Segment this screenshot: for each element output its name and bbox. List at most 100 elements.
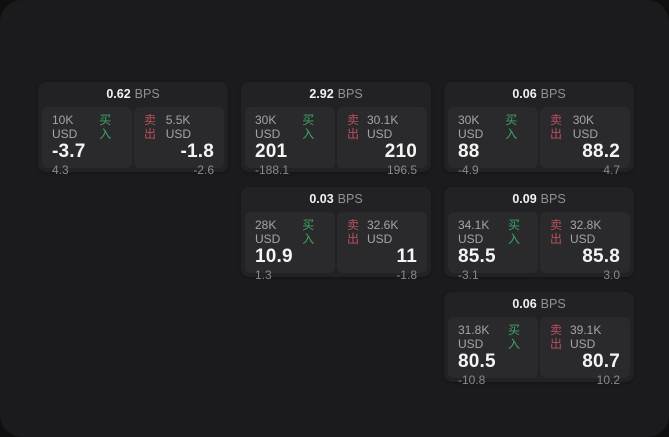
sell-delta-value: -1.8 xyxy=(396,268,417,282)
quote-card: 0.06 BPS 31.8K USD 买入 80.5 -10.8 卖出 39.1… xyxy=(444,292,634,387)
card-body: 10K USD 买入 -3.7 4.3 卖出 5.5K USD -1.8 -2.… xyxy=(38,107,228,177)
buy-side-label: 买入 xyxy=(99,113,112,141)
sell-price-value: 88.2 xyxy=(582,141,620,162)
sell-panel-header: 卖出 32.6K USD xyxy=(347,218,417,246)
buy-price-value: -3.7 xyxy=(52,141,86,162)
sell-price-value: 11 xyxy=(396,246,417,267)
sell-panel[interactable]: 卖出 5.5K USD -1.8 -2.6 xyxy=(134,107,224,177)
card-header: 0.06 BPS xyxy=(444,82,634,107)
bps-unit-label: BPS xyxy=(337,192,363,206)
sell-delta-value: 4.7 xyxy=(603,163,620,177)
sell-size-label: 30.1K USD xyxy=(367,113,399,141)
buy-panel[interactable]: 34.1K USD 买入 85.5 -3.1 xyxy=(448,212,538,282)
card-header: 0.03 BPS xyxy=(241,187,431,212)
card-header: 0.62 BPS xyxy=(38,82,228,107)
sell-size-label: 39.1K USD xyxy=(570,323,602,351)
card-body: 30K USD 买入 201 -188.1 卖出 30.1K USD 210 1… xyxy=(241,107,431,177)
bps-unit-label: BPS xyxy=(337,87,363,101)
sell-panel-header: 卖出 30.1K USD xyxy=(347,113,417,141)
buy-delta-value: -3.1 xyxy=(458,268,479,282)
quotes-grid: 0.62 BPS 10K USD 买入 -3.7 4.3 卖出 5.5K USD… xyxy=(38,82,634,387)
card-body: 28K USD 买入 10.9 1.3 卖出 32.6K USD 11 -1.8 xyxy=(241,212,431,282)
buy-size-label: 30K USD xyxy=(255,113,281,141)
bps-unit-label: BPS xyxy=(134,87,160,101)
sell-panel-header: 卖出 5.5K USD xyxy=(144,113,214,141)
sell-delta-value: 10.2 xyxy=(596,373,620,387)
buy-price-value: 88 xyxy=(458,141,480,162)
quote-card: 0.62 BPS 10K USD 买入 -3.7 4.3 卖出 5.5K USD… xyxy=(38,82,228,177)
buy-panel-header: 10K USD 买入 xyxy=(52,113,122,141)
bps-value: 0.09 xyxy=(512,192,537,206)
bps-unit-label: BPS xyxy=(540,192,566,206)
buy-delta-value: 4.3 xyxy=(52,163,69,177)
sell-side-label: 卖出 xyxy=(550,113,563,141)
sell-price-value: -1.8 xyxy=(180,141,214,162)
buy-panel[interactable]: 28K USD 买入 10.9 1.3 xyxy=(245,212,335,282)
sell-side-label: 卖出 xyxy=(144,113,157,141)
buy-panel[interactable]: 31.8K USD 买入 80.5 -10.8 xyxy=(448,317,538,387)
sell-panel[interactable]: 卖出 30.1K USD 210 196.5 xyxy=(337,107,427,177)
buy-delta-value: -4.9 xyxy=(458,163,479,177)
sell-delta-value: 196.5 xyxy=(386,163,417,177)
buy-panel-header: 31.8K USD 买入 xyxy=(458,323,528,351)
sell-price-value: 210 xyxy=(384,141,417,162)
sell-panel[interactable]: 卖出 39.1K USD 80.7 10.2 xyxy=(540,317,630,387)
sell-panel[interactable]: 卖出 32.6K USD 11 -1.8 xyxy=(337,212,427,282)
bps-value: 0.03 xyxy=(309,192,334,206)
buy-panel-header: 34.1K USD 买入 xyxy=(458,218,528,246)
buy-size-label: 28K USD xyxy=(255,218,281,246)
quote-card: 0.09 BPS 34.1K USD 买入 85.5 -3.1 卖出 32.8K… xyxy=(444,187,634,282)
buy-delta-value: -188.1 xyxy=(255,163,290,177)
card-header: 0.06 BPS xyxy=(444,292,634,317)
sell-price-value: 80.7 xyxy=(582,351,620,372)
sell-side-label: 卖出 xyxy=(347,113,360,141)
buy-price-value: 201 xyxy=(255,141,288,162)
buy-side-label: 买入 xyxy=(505,113,518,141)
bps-value: 0.06 xyxy=(512,297,537,311)
buy-size-label: 34.1K USD xyxy=(458,218,490,246)
buy-side-label: 买入 xyxy=(508,323,521,351)
buy-panel-header: 30K USD 买入 xyxy=(255,113,325,141)
buy-delta-value: -10.8 xyxy=(458,373,486,387)
buy-size-label: 30K USD xyxy=(458,113,484,141)
buy-side-label: 买入 xyxy=(508,218,521,246)
card-body: 30K USD 买入 88 -4.9 卖出 30K USD 88.2 4.7 xyxy=(444,107,634,177)
sell-panel-header: 卖出 39.1K USD xyxy=(550,323,620,351)
quote-card: 0.06 BPS 30K USD 买入 88 -4.9 卖出 30K USD 8… xyxy=(444,82,634,177)
sell-panel-header: 卖出 32.8K USD xyxy=(550,218,620,246)
bps-value: 0.62 xyxy=(106,87,131,101)
buy-panel-header: 30K USD 买入 xyxy=(458,113,528,141)
bps-unit-label: BPS xyxy=(540,87,566,101)
quote-card: 2.92 BPS 30K USD 买入 201 -188.1 卖出 30.1K … xyxy=(241,82,431,177)
card-header: 2.92 BPS xyxy=(241,82,431,107)
buy-price-value: 10.9 xyxy=(255,246,293,267)
bps-value: 0.06 xyxy=(512,87,537,101)
sell-size-label: 5.5K USD xyxy=(165,113,192,141)
buy-price-value: 85.5 xyxy=(458,246,496,267)
sell-delta-value: -2.6 xyxy=(193,163,214,177)
buy-size-label: 10K USD xyxy=(52,113,78,141)
buy-size-label: 31.8K USD xyxy=(458,323,490,351)
card-body: 31.8K USD 买入 80.5 -10.8 卖出 39.1K USD 80.… xyxy=(444,317,634,387)
quote-card: 0.03 BPS 28K USD 买入 10.9 1.3 卖出 32.6K US… xyxy=(241,187,431,282)
sell-panel-header: 卖出 30K USD xyxy=(550,113,620,141)
buy-panel[interactable]: 30K USD 买入 201 -188.1 xyxy=(245,107,335,177)
bps-value: 2.92 xyxy=(309,87,334,101)
sell-size-label: 32.8K USD xyxy=(570,218,602,246)
card-header: 0.09 BPS xyxy=(444,187,634,212)
sell-side-label: 卖出 xyxy=(550,218,563,246)
bps-unit-label: BPS xyxy=(540,297,566,311)
buy-panel[interactable]: 30K USD 买入 88 -4.9 xyxy=(448,107,538,177)
sell-price-value: 85.8 xyxy=(582,246,620,267)
sell-size-label: 30K USD xyxy=(572,113,599,141)
buy-side-label: 买入 xyxy=(302,113,315,141)
buy-panel[interactable]: 10K USD 买入 -3.7 4.3 xyxy=(42,107,132,177)
buy-price-value: 80.5 xyxy=(458,351,496,372)
card-body: 34.1K USD 买入 85.5 -3.1 卖出 32.8K USD 85.8… xyxy=(444,212,634,282)
sell-panel[interactable]: 卖出 32.8K USD 85.8 3.0 xyxy=(540,212,630,282)
sell-panel[interactable]: 卖出 30K USD 88.2 4.7 xyxy=(540,107,630,177)
sell-side-label: 卖出 xyxy=(347,218,360,246)
sell-delta-value: 3.0 xyxy=(603,268,620,282)
buy-panel-header: 28K USD 买入 xyxy=(255,218,325,246)
